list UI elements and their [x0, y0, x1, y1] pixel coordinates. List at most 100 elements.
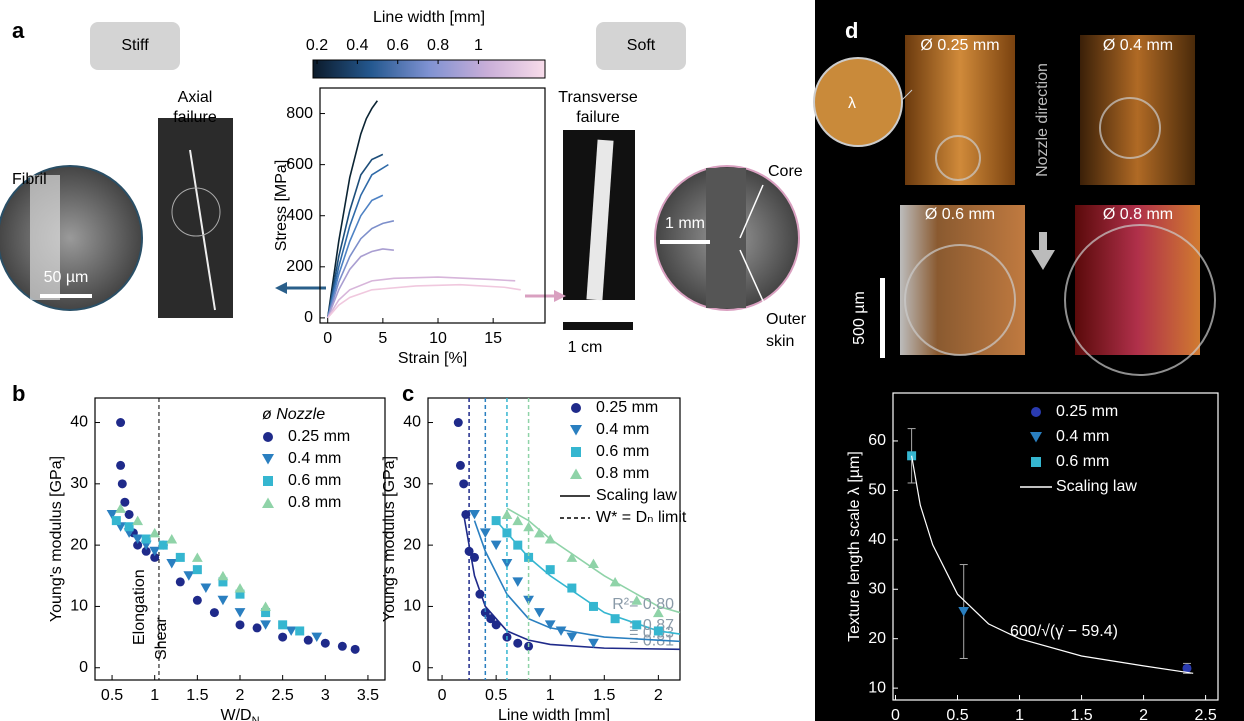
tile-label: Ø 0.25 mm [920, 37, 999, 54]
point [480, 528, 491, 537]
point [491, 541, 502, 550]
y-tick-label: 0 [304, 309, 313, 326]
colorbar-tick-label: 0.2 [306, 37, 328, 54]
point [192, 552, 203, 561]
point [235, 608, 246, 617]
point [235, 583, 246, 592]
x-tick-label: 2 [1139, 707, 1148, 721]
lambda-zoom [814, 58, 902, 146]
x-axis-label-text: Line width [mm] [498, 707, 610, 721]
legend-label: 0.4 mm [1056, 428, 1109, 445]
formula: 600/√(γ̇ − 59.4) [1010, 623, 1118, 640]
point [210, 608, 219, 617]
point [200, 584, 211, 593]
point [176, 577, 185, 586]
point [278, 633, 287, 642]
point [278, 620, 287, 629]
photo-tile [1080, 35, 1195, 185]
y-tick-label: 400 [286, 207, 313, 224]
y-tick-label: 10 [868, 679, 886, 696]
point [454, 418, 463, 427]
colorbar [313, 60, 545, 78]
x-tick-label: 5 [378, 330, 387, 347]
x-tick-label: 0.5 [485, 687, 507, 704]
page: a Stiff Soft Fibril Axial failure Transv… [0, 0, 1244, 721]
legend-label: 0.25 mm [1056, 403, 1118, 420]
x-tick-label: 1.5 [593, 687, 615, 704]
tile-label: Ø 0.4 mm [1103, 37, 1173, 54]
x-tick-label: 0.5 [101, 687, 123, 704]
x-tick-label: 2 [654, 687, 663, 704]
point [546, 565, 555, 574]
point [470, 553, 479, 562]
point [236, 620, 245, 629]
y-axis-label: Stress [MPa] [273, 160, 290, 252]
point [125, 510, 134, 519]
tile-label: Ø 0.8 mm [1103, 206, 1173, 223]
x-axis-label: Line width [mm] [498, 707, 610, 721]
axial-label: failure [173, 109, 217, 126]
x-tick-label: 1 [546, 687, 555, 704]
point [304, 636, 313, 645]
point [534, 608, 545, 617]
point [260, 620, 271, 629]
x-tick-label: 0 [323, 330, 332, 347]
y-axis-label: Young's modulus [GPa] [48, 456, 65, 622]
scale-label: 50 µm [44, 269, 89, 286]
point [183, 571, 194, 580]
point [512, 577, 523, 586]
legend-label: 0.6 mm [1056, 453, 1109, 470]
photo-tile [1075, 205, 1200, 355]
legend-marker [262, 454, 274, 465]
y-tick-label: 20 [868, 630, 886, 647]
legend-marker [263, 476, 273, 486]
fit-r2-label: R²= 0.80 [612, 596, 674, 613]
legend-label: 0.6 mm [288, 472, 341, 489]
point [475, 590, 484, 599]
point [566, 633, 577, 642]
point [492, 516, 501, 525]
x-tick-label: 3.5 [357, 687, 379, 704]
point [132, 516, 143, 525]
x-tick-label: 2.5 [272, 687, 294, 704]
scale-label: 1 cm [568, 339, 603, 356]
fibril-label: Fibril [12, 171, 47, 188]
panel-label: b [12, 381, 25, 406]
legend-marker [571, 403, 581, 413]
point [492, 620, 501, 629]
x-tick-label: 10 [429, 330, 447, 347]
y-tick-label: 10 [403, 598, 421, 615]
x-tick-label: 15 [484, 330, 502, 347]
legend-title: ø Nozzle [262, 406, 325, 423]
point [311, 633, 322, 642]
point [193, 596, 202, 605]
y-tick-label: 800 [286, 105, 313, 122]
point [610, 577, 621, 586]
photo-tile [905, 35, 1015, 185]
x-tick-label: 0 [891, 707, 900, 721]
legend-label: 0.8 mm [596, 465, 649, 482]
x-tick-label: 1 [150, 687, 159, 704]
legend-label: 0.4 mm [596, 421, 649, 438]
legend-label: 0.4 mm [288, 450, 341, 467]
x-tick-label: 3 [321, 687, 330, 704]
transverse-label: failure [576, 109, 620, 126]
y-tick-label: 40 [403, 414, 421, 431]
x-tick-label: 0.5 [946, 707, 968, 721]
legend-label: 0.8 mm [288, 494, 341, 511]
point [166, 534, 177, 543]
y-tick-label: 30 [70, 475, 88, 492]
point [118, 479, 127, 488]
point [589, 602, 598, 611]
x-tick-label: 1.5 [1070, 707, 1092, 721]
scale-label: 500 µm [851, 291, 868, 345]
figure: a Stiff Soft Fibril Axial failure Transv… [0, 0, 1244, 721]
point [142, 535, 151, 544]
legend-label: W* = Dₙ limit [596, 509, 687, 526]
y-tick-label: 30 [403, 475, 421, 492]
legend-label: 0.25 mm [596, 399, 658, 416]
scale-label: 1 mm [665, 215, 705, 232]
x-axis-label-text: Strain [%] [398, 350, 467, 367]
point [116, 418, 125, 427]
legend-label: 0.25 mm [288, 428, 350, 445]
